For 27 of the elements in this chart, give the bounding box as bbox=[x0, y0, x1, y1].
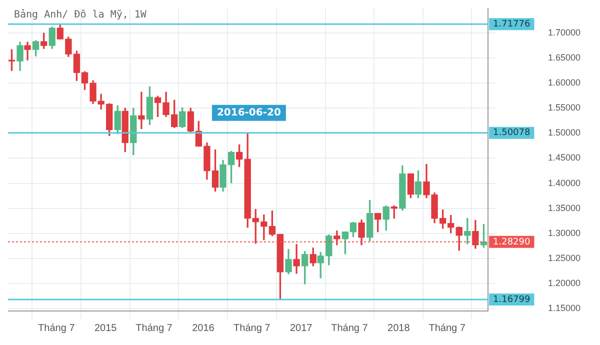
chart-title: Bảng Anh/ Đô la Mỹ, 1W bbox=[14, 8, 148, 21]
x-tick-label: 2015 bbox=[94, 322, 118, 334]
x-tick-label: Tháng 7 bbox=[38, 322, 76, 334]
x-tick-label: Tháng 7 bbox=[428, 322, 466, 334]
x-tick-label: Tháng 7 bbox=[234, 322, 271, 334]
x-tick-label: Tháng 7 bbox=[331, 322, 368, 334]
y-tick-label: 1.15000 bbox=[548, 302, 581, 313]
x-tick-label: 2017 bbox=[290, 322, 313, 334]
x-tick-label: 2018 bbox=[388, 322, 410, 334]
y-tick-label: 1.20000 bbox=[548, 278, 581, 288]
ref-line-label: 1.28290 bbox=[493, 237, 530, 248]
y-tick-label: 1.45000 bbox=[548, 152, 581, 163]
y-tick-label: 1.70000 bbox=[548, 28, 581, 38]
y-tick-label: 1.65000 bbox=[548, 52, 581, 63]
x-tick-label: Tháng 7 bbox=[136, 322, 173, 334]
y-tick-label: 1.30000 bbox=[548, 228, 581, 238]
y-tick-label: 1.55000 bbox=[548, 102, 581, 113]
x-tick-label: 2016 bbox=[192, 322, 215, 334]
ref-line-label: 1.16799 bbox=[493, 294, 530, 305]
ref-line-label: 1.71776 bbox=[493, 19, 530, 30]
annotation: 2016-06-20 bbox=[216, 107, 281, 118]
ref-line-label: 1.50078 bbox=[493, 128, 530, 138]
y-tick-label: 1.25000 bbox=[548, 252, 581, 263]
y-tick-label: 1.40000 bbox=[548, 178, 581, 188]
y-tick-label: 1.60000 bbox=[548, 78, 581, 88]
y-tick-label: 1.50000 bbox=[548, 128, 581, 138]
y-tick-label: 1.35000 bbox=[548, 202, 581, 213]
